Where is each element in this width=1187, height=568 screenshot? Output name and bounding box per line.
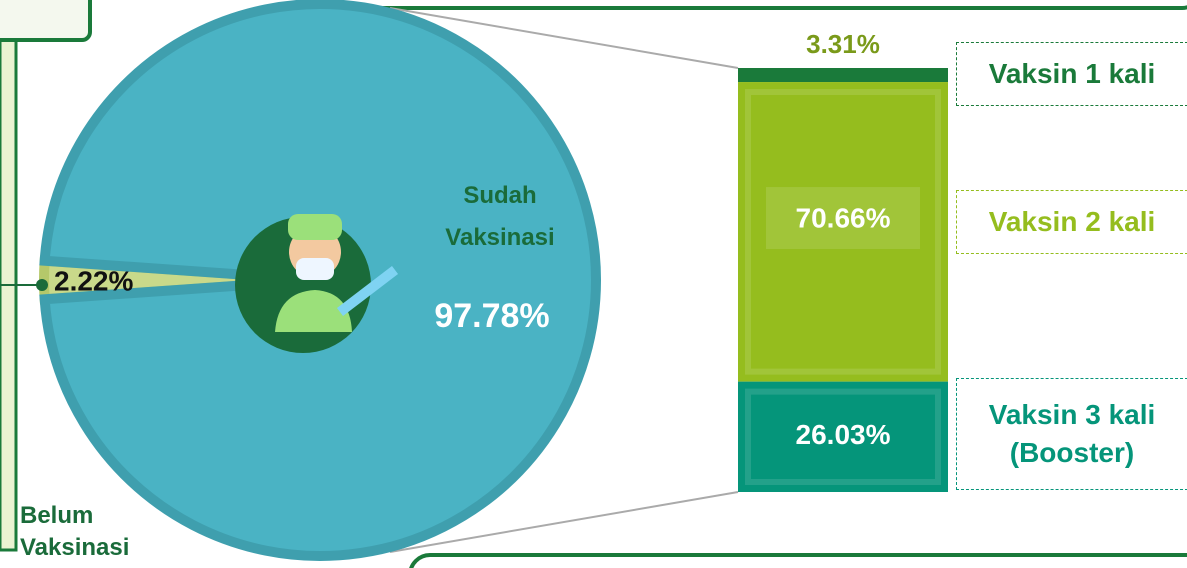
connector [389, 491, 739, 553]
side-strip [0, 0, 18, 552]
label-box [766, 187, 920, 250]
category-label: Sudah Vaksinasi [445, 182, 555, 251]
bar-segment [738, 68, 948, 83]
slice-label: 97.78% [434, 297, 549, 335]
icon-mask [296, 258, 334, 280]
icon-cap [288, 214, 342, 240]
category-label: Belum Vaksinasi [20, 502, 130, 561]
icon-body [275, 290, 352, 332]
bottom-panel [409, 553, 1187, 568]
legend-entry: Vaksin 3 kali (Booster) [956, 378, 1187, 490]
segment-inner [745, 388, 941, 486]
leader-dot [36, 279, 48, 291]
value-label: 26.03% [796, 419, 891, 450]
value-label: 3.31% [806, 29, 880, 59]
bar-segment [738, 381, 948, 492]
slice-label: 2.22% [54, 265, 133, 296]
value-label: 70.66% [796, 202, 891, 233]
icon-syringe [336, 266, 399, 316]
segment-inner [745, 89, 941, 375]
thumbnail [0, 0, 92, 42]
connector [389, 7, 739, 69]
bar-segment [738, 82, 948, 382]
legend-entry: Vaksin 1 kali [956, 42, 1187, 106]
top-panel [300, 0, 1187, 10]
legend-entry: Vaksin 2 kali [956, 190, 1187, 254]
